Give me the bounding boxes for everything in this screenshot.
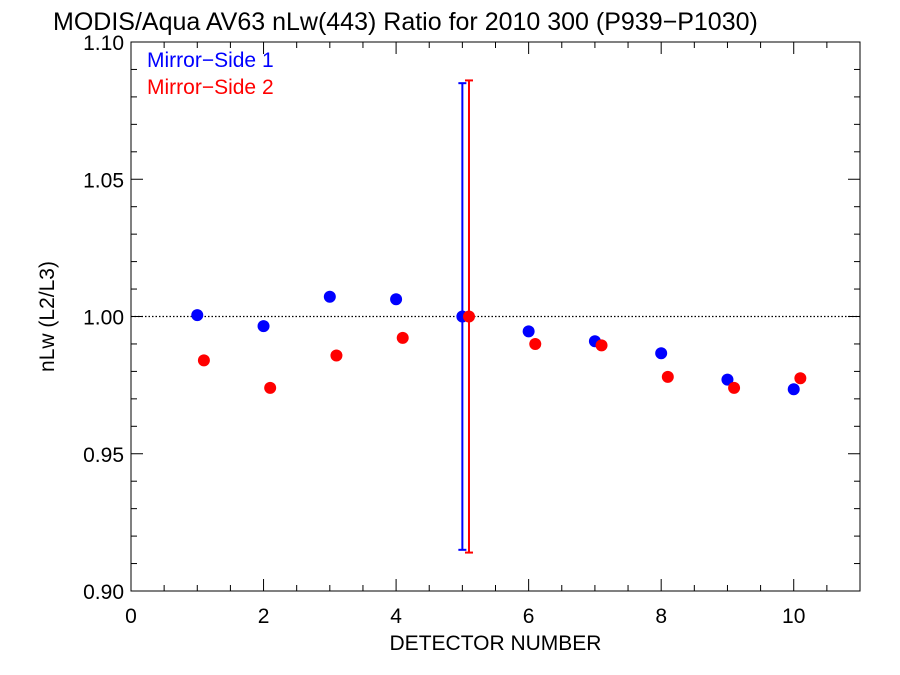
data-point-series-1 xyxy=(323,290,336,303)
x-tick-label: 0 xyxy=(125,605,137,628)
data-point-series-2 xyxy=(264,381,277,394)
data-point-series-2 xyxy=(462,310,475,323)
data-point-series-2 xyxy=(197,354,210,367)
data-point-series-1 xyxy=(257,320,270,333)
x-axis-label: DETECTOR NUMBER xyxy=(390,632,602,655)
y-tick-label: 1.00 xyxy=(83,307,124,330)
legend-entry-2: Mirror−Side 2 xyxy=(147,76,274,99)
data-point-series-2 xyxy=(661,370,674,383)
legend-entry-1: Mirror−Side 1 xyxy=(147,49,274,72)
data-point-series-2 xyxy=(396,331,409,344)
data-point-series-2 xyxy=(794,372,807,385)
y-tick-label: 0.90 xyxy=(83,581,124,604)
x-tick-label: 8 xyxy=(655,605,667,628)
data-point-series-1 xyxy=(390,293,403,306)
data-point-series-1 xyxy=(191,309,204,322)
data-point-series-2 xyxy=(595,339,608,352)
data-point-series-1 xyxy=(787,383,800,396)
chart-title: MODIS/Aqua AV63 nLw(443) Ratio for 2010 … xyxy=(53,8,758,36)
data-point-series-2 xyxy=(529,337,542,350)
x-tick-label: 6 xyxy=(523,605,535,628)
data-point-series-2 xyxy=(330,349,343,362)
y-axis-label: nLw (L2/L3) xyxy=(36,261,59,372)
x-tick-label: 2 xyxy=(258,605,270,628)
x-tick-label: 10 xyxy=(782,605,805,628)
data-point-series-1 xyxy=(655,347,668,360)
x-tick-label: 4 xyxy=(390,605,402,628)
data-point-series-1 xyxy=(522,325,535,338)
y-tick-label: 1.10 xyxy=(83,32,124,55)
y-tick-label: 1.05 xyxy=(83,169,124,192)
data-point-series-1 xyxy=(721,373,734,386)
y-tick-label: 0.95 xyxy=(83,444,124,467)
data-point-series-2 xyxy=(728,381,741,394)
